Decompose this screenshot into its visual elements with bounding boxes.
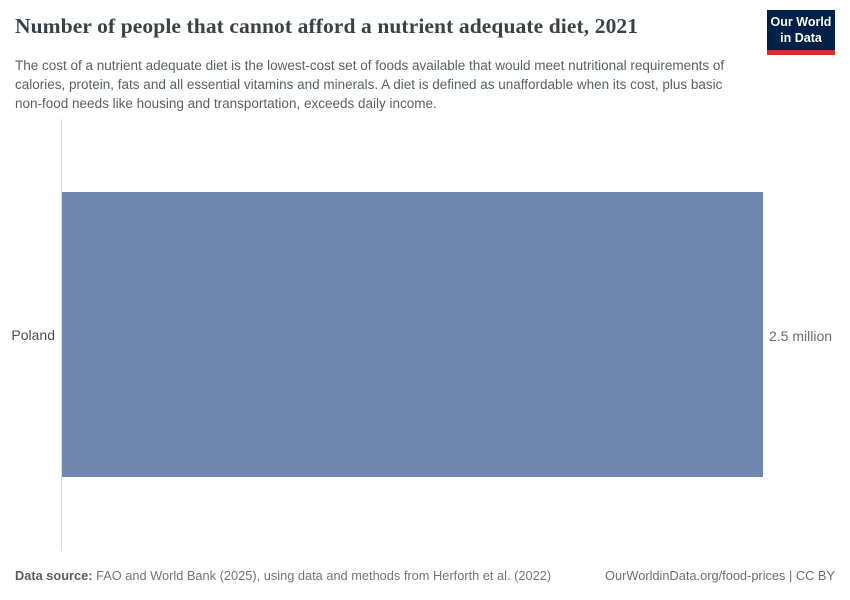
data-source: Data source: FAO and World Bank (2025), … <box>15 568 551 583</box>
owid-logo[interactable]: Our World in Data <box>767 10 835 55</box>
data-source-label: Data source: <box>15 568 93 583</box>
chart-subtitle: The cost of a nutrient adequate diet is … <box>15 58 725 111</box>
data-source-text: FAO and World Bank (2025), using data an… <box>92 568 552 583</box>
category-label-poland: Poland <box>11 327 55 343</box>
license-link[interactable]: OurWorldinData.org/food-prices | CC BY <box>605 568 835 583</box>
owid-logo-line2: in Data <box>780 31 822 45</box>
page-title: Number of people that cannot afford a nu… <box>15 14 639 38</box>
bar-poland[interactable] <box>62 192 763 477</box>
value-label-poland: 2.5 million <box>769 328 833 344</box>
y-axis-line <box>61 119 62 550</box>
owid-logo-line1: Our World <box>770 15 832 29</box>
bar-track <box>62 192 763 477</box>
